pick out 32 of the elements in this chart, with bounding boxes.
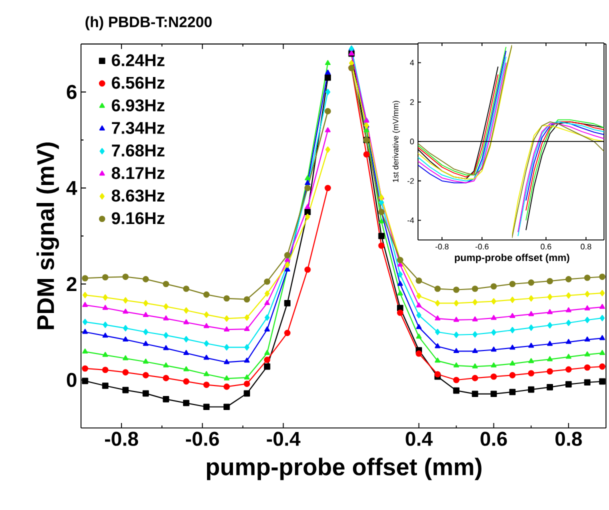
- y-tick-label: 4: [410, 60, 414, 66]
- x-tick-label: 0.6: [540, 244, 552, 250]
- y-tick-label: 2: [410, 99, 414, 105]
- y-tick-label: -2: [407, 178, 414, 184]
- y-axis-title: PDM signal (mV): [36, 142, 59, 330]
- x-tick-label: -0.8: [105, 432, 138, 446]
- x-tick-label: 0.8: [555, 432, 582, 446]
- legend-label: 6.24Hz: [112, 54, 164, 66]
- legend-label: 6.56Hz: [112, 76, 164, 89]
- y-tick-label: -4: [407, 218, 414, 224]
- x-tick-label: 0.4: [406, 432, 433, 446]
- x-tick-label: 0.8: [580, 244, 592, 250]
- x-tick-label: -0.4: [266, 432, 300, 446]
- legend-label: 6.93Hz: [112, 99, 164, 112]
- legend-label: 8.17Hz: [112, 167, 164, 180]
- y-tick-label: 4: [66, 181, 78, 195]
- y-tick-label: 0: [66, 372, 76, 388]
- chart-title: (h) PBDB-T:N2200: [86, 16, 212, 30]
- y-axis-title: 1st derivative (mV/mm): [392, 100, 400, 182]
- y-tick-label: 2: [66, 277, 76, 291]
- x-tick-label: 0.6: [480, 432, 507, 446]
- x-tick-label: -0.6: [186, 432, 219, 446]
- x-tick-label: -0.8: [435, 244, 449, 250]
- x-tick-label: -0.6: [475, 244, 489, 250]
- legend-label: 8.63Hz: [112, 190, 164, 202]
- legend-label: 9.16Hz: [112, 212, 164, 224]
- x-axis-title: pump-probe offset (mm): [454, 254, 570, 264]
- legend-label: 7.34Hz: [112, 122, 164, 134]
- x-axis-title: pump-probe offset (mm): [206, 458, 482, 480]
- y-tick-label: 0: [410, 138, 414, 144]
- y-tick-label: 6: [66, 84, 76, 100]
- legend-label: 7.68Hz: [112, 144, 164, 157]
